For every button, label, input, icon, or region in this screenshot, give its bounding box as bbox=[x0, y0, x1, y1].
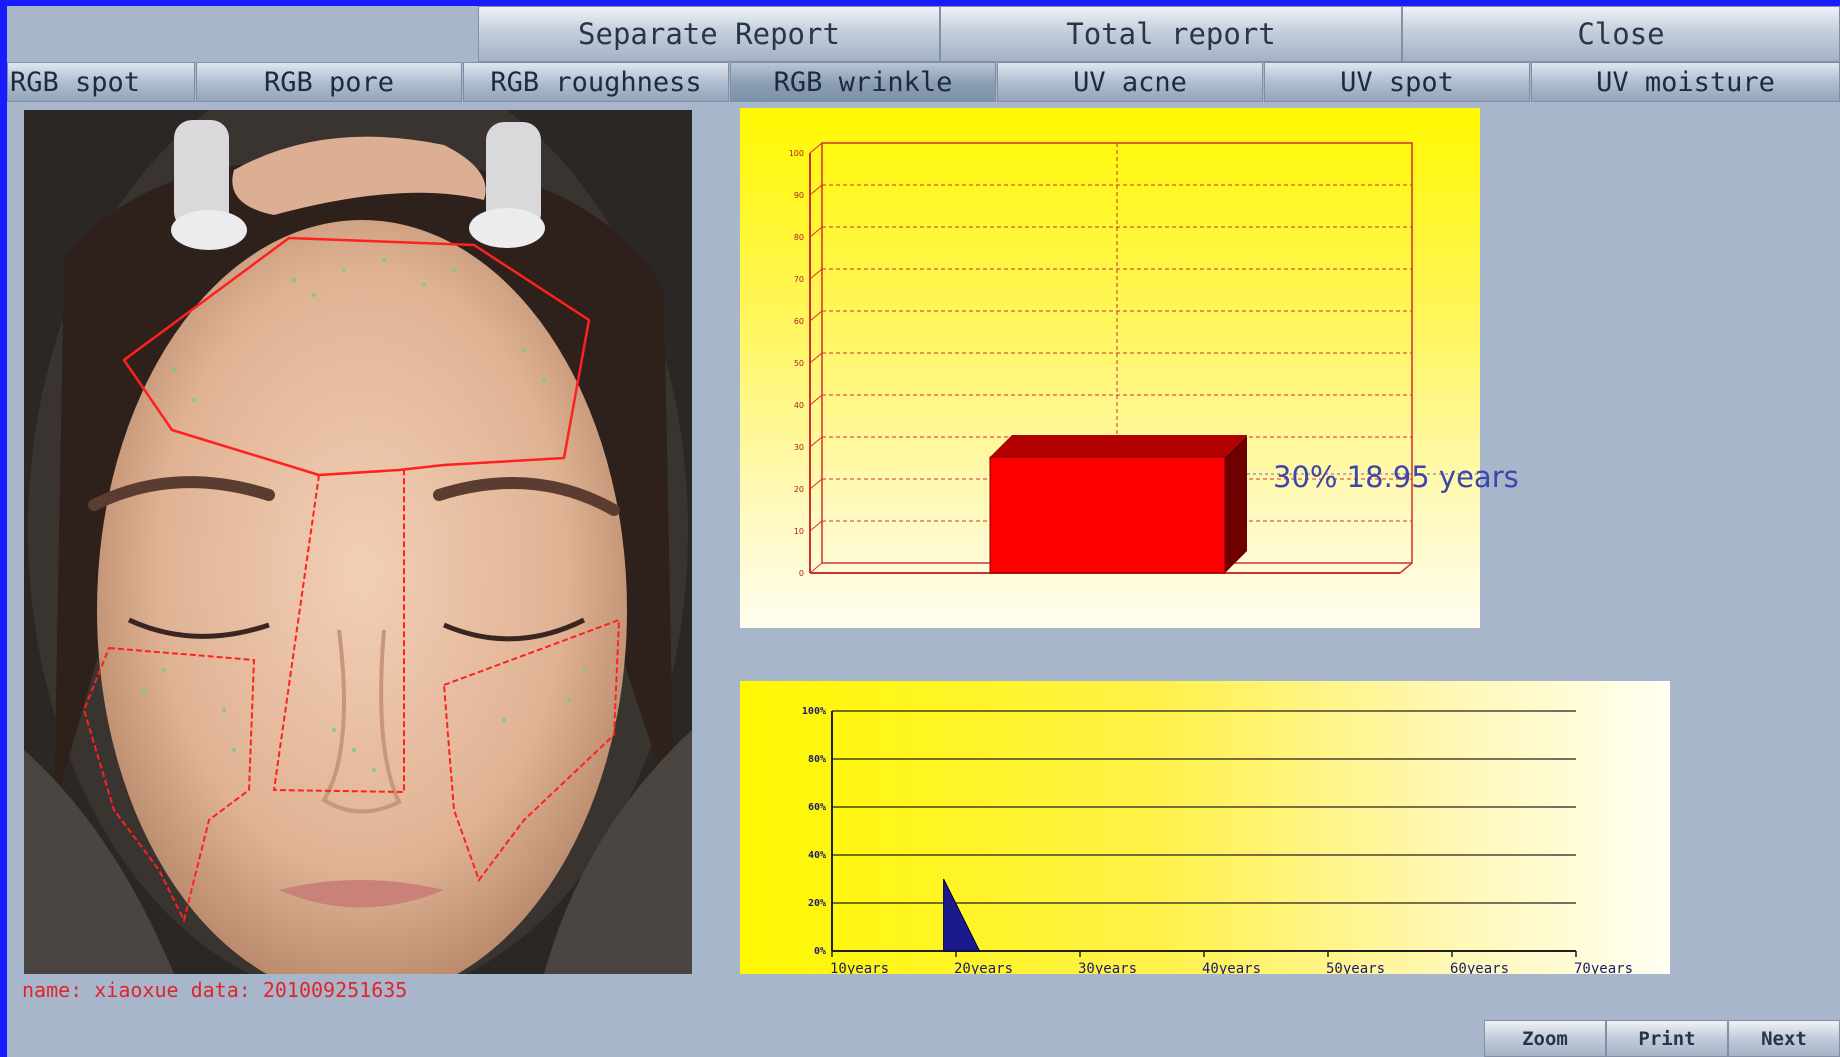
tab-rgb-spot[interactable]: RGB spot bbox=[7, 62, 195, 102]
distribution-chart-svg: 0% 20% 40% 60% 80% 100% 10years 20years 30years 4… bbox=[802, 706, 1633, 977]
tick-line bbox=[809, 184, 823, 196]
x-tick-label: 40years bbox=[1202, 961, 1261, 974]
tick-line bbox=[809, 142, 823, 154]
x-tick-label: 50years bbox=[1326, 961, 1385, 974]
y-tick-label: 0% bbox=[814, 946, 826, 957]
y-tick-label: 10 bbox=[794, 527, 804, 536]
tab-uv-moisture[interactable]: UV moisture bbox=[1531, 62, 1840, 102]
y-tick-label: 80% bbox=[808, 754, 826, 765]
tick-line bbox=[809, 478, 823, 490]
y-tick-label: 20% bbox=[808, 898, 826, 909]
tick-line bbox=[809, 268, 823, 280]
y-tick-label: 0 bbox=[799, 569, 804, 578]
y-tick-label: 80 bbox=[794, 233, 804, 242]
tab-uv-acne[interactable]: UV acne bbox=[997, 62, 1263, 102]
y-tick-label: 70 bbox=[794, 275, 804, 284]
distribution-area bbox=[943, 878, 981, 952]
x-tick-label: 10years bbox=[830, 961, 889, 974]
top-toolbar: Separate Report Total report Close bbox=[7, 6, 1840, 62]
y-tick-label: 50 bbox=[794, 359, 804, 368]
analysis-tabs: RGB spot RGB pore RGB roughness RGB wrin… bbox=[7, 62, 1840, 102]
tick-line bbox=[809, 226, 823, 238]
x-tick-label: 20years bbox=[954, 961, 1013, 974]
bar-top bbox=[990, 435, 1247, 457]
x-tick-label: 70years bbox=[1574, 961, 1633, 974]
bar-annotation-label: 30% 18.95 years bbox=[1273, 460, 1519, 494]
tab-rgb-pore[interactable]: RGB pore bbox=[196, 62, 462, 102]
bar-side bbox=[1225, 435, 1247, 573]
y-tick-label: 90 bbox=[794, 191, 804, 200]
face-image-graphic bbox=[24, 110, 692, 974]
tick-line bbox=[809, 310, 823, 322]
window-left-edge bbox=[0, 0, 7, 1057]
x-tick-label: 30years bbox=[1078, 961, 1137, 974]
close-button[interactable]: Close bbox=[1402, 6, 1840, 62]
separate-report-button[interactable]: Separate Report bbox=[478, 6, 940, 62]
bar-chart-svg: 0 10 20 30 40 50 60 70 80 90 100 bbox=[789, 142, 1480, 578]
x-tick-label: 60years bbox=[1450, 961, 1509, 974]
y-tick-label: 40 bbox=[794, 401, 804, 410]
y-tick-label: 60% bbox=[808, 802, 826, 813]
tick-line bbox=[809, 436, 823, 448]
y-tick-label: 20 bbox=[794, 485, 804, 494]
tab-rgb-wrinkle[interactable]: RGB wrinkle bbox=[730, 62, 996, 102]
floor-edge bbox=[1399, 562, 1413, 574]
face-analysis-image bbox=[24, 110, 692, 974]
tick-line bbox=[809, 520, 823, 532]
percentile-bar-chart: 0 10 20 30 40 50 60 70 80 90 100 bbox=[740, 108, 1480, 628]
age-distribution-chart: 0% 20% 40% 60% 80% 100% 10years 20years 30years 4… bbox=[740, 681, 1670, 977]
tick-line bbox=[809, 352, 823, 364]
next-button[interactable]: Next bbox=[1728, 1020, 1840, 1057]
tab-uv-spot[interactable]: UV spot bbox=[1264, 62, 1530, 102]
tick-line bbox=[809, 394, 823, 406]
y-tick-label: 30 bbox=[794, 443, 804, 452]
y-tick-label: 100 bbox=[789, 149, 804, 158]
tab-rgb-roughness[interactable]: RGB roughness bbox=[463, 62, 729, 102]
tick-line bbox=[809, 562, 823, 574]
y-tick-label: 40% bbox=[808, 850, 826, 861]
toolbar-spacer bbox=[7, 6, 477, 62]
print-button[interactable]: Print bbox=[1606, 1020, 1728, 1057]
y-tick-label: 100% bbox=[802, 706, 826, 717]
subject-caption: name: xiaoxue data: 201009251635 bbox=[22, 978, 408, 1002]
y-tick-label: 60 bbox=[794, 317, 804, 326]
total-report-button[interactable]: Total report bbox=[940, 6, 1402, 62]
window-top-edge bbox=[0, 0, 1840, 6]
bar bbox=[989, 456, 1226, 574]
zoom-button[interactable]: Zoom bbox=[1484, 1020, 1606, 1057]
